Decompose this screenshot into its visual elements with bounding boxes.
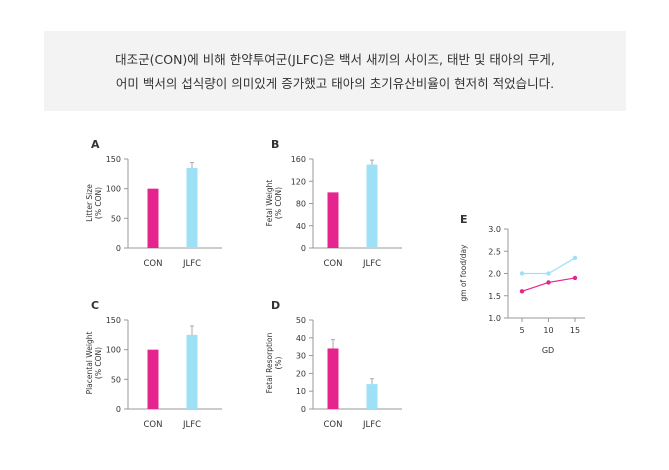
series-point-0	[546, 280, 551, 285]
panel-label-B: B	[271, 138, 279, 151]
x-tick-label-con: CON	[144, 259, 163, 269]
bar-jlfc	[366, 384, 378, 409]
y-axis-label: Fetal Weight	[265, 180, 274, 227]
bar-jlfc	[186, 334, 198, 409]
y-tick-label: 100	[106, 185, 121, 194]
y-axis-label: Fetal Resorption	[265, 332, 274, 393]
y-axis-label: (% CON)	[94, 187, 103, 219]
panel-label-E: E	[460, 213, 468, 226]
panel-label-C: C	[91, 299, 99, 312]
x-tick-label-jlfc: JLFC	[362, 420, 381, 430]
series-point-0	[519, 289, 525, 294]
x-tick-label-con: CON	[324, 420, 343, 430]
y-tick-label: 40	[296, 334, 306, 343]
x-tick-label: 5	[519, 326, 524, 335]
y-tick-label: 1.0	[488, 314, 501, 323]
y-tick-label: 30	[296, 352, 306, 361]
series-line-0	[521, 277, 576, 292]
bar-jlfc	[366, 164, 378, 248]
x-tick-label: 10	[543, 326, 553, 335]
x-tick-label-jlfc: JLFC	[182, 420, 201, 430]
y-axis-label: gm of food/day	[459, 244, 468, 302]
caption-box: 대조군(CON)에 비해 한약투여군(JLFC)은 백서 새끼의 사이즈, 태반…	[44, 31, 626, 111]
y-axis-label: Placental Weight	[85, 332, 94, 395]
y-tick-label: 2.0	[488, 270, 501, 279]
bar-con	[147, 349, 159, 409]
y-tick-label: 0	[116, 244, 121, 253]
caption-line-1: 대조군(CON)에 비해 한약투여군(JLFC)은 백서 새끼의 사이즈, 태반…	[115, 52, 555, 67]
series-line-1	[522, 257, 576, 275]
y-tick-label: 40	[296, 222, 306, 231]
x-tick-label: 15	[570, 326, 580, 335]
panel-label-D: D	[271, 299, 280, 312]
y-axis-label: Litter Size	[85, 184, 94, 222]
bar-jlfc	[186, 167, 198, 248]
series-point-1	[572, 255, 578, 261]
series-point-1	[519, 271, 525, 276]
y-tick-label: 50	[296, 316, 306, 325]
x-tick-label-jlfc: JLFC	[362, 259, 381, 269]
y-tick-label: 150	[106, 155, 121, 164]
y-tick-label: 0	[116, 405, 121, 414]
bar-con	[147, 188, 159, 248]
y-axis-label: (% CON)	[94, 347, 103, 379]
bar-con	[327, 348, 339, 409]
y-tick-label: 80	[296, 200, 306, 209]
x-tick-label-jlfc: JLFC	[182, 259, 201, 269]
y-tick-label: 100	[106, 346, 121, 355]
y-tick-label: 20	[296, 369, 306, 378]
y-axis-label: (%)	[274, 356, 283, 369]
y-tick-label: 0	[301, 244, 306, 253]
y-tick-label: 2.5	[488, 247, 501, 256]
y-tick-label: 0	[301, 405, 306, 414]
y-tick-label: 150	[106, 316, 121, 325]
y-tick-label: 50	[111, 375, 121, 384]
y-axis-label: (% CON)	[274, 187, 283, 219]
y-tick-label: 160	[291, 155, 306, 164]
series-point-1	[546, 271, 551, 276]
series-point-0	[572, 275, 578, 281]
x-axis-label: GD	[542, 346, 554, 355]
x-tick-label-con: CON	[144, 420, 163, 430]
y-tick-label: 3.0	[488, 225, 501, 234]
y-tick-label: 1.5	[488, 292, 501, 301]
bar-con	[327, 192, 339, 248]
x-tick-label-con: CON	[324, 259, 343, 269]
y-tick-label: 50	[111, 214, 121, 223]
y-tick-label: 120	[291, 177, 306, 186]
y-tick-label: 10	[296, 387, 306, 396]
panel-label-A: A	[91, 138, 100, 151]
caption-line-2: 어미 백서의 섭식량이 의미있게 증가했고 태아의 초기유산비율이 현저히 적었…	[115, 76, 555, 91]
